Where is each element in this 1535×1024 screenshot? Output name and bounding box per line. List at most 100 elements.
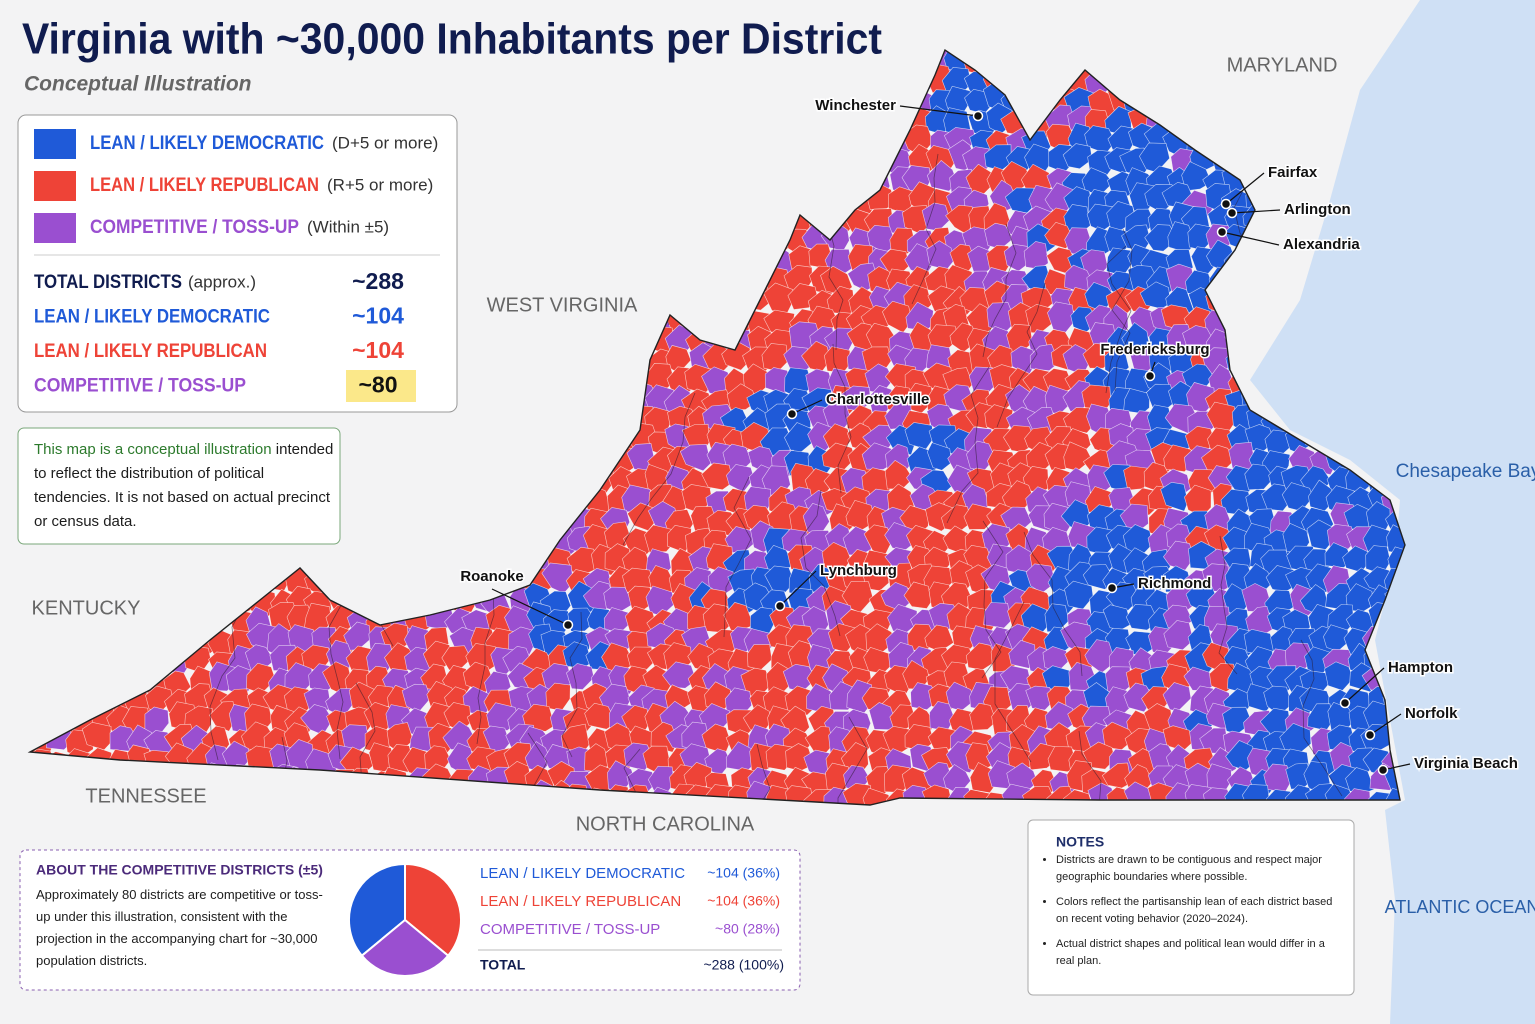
legend-label: LEAN / LIKELY DEMOCRATIC [90, 133, 324, 154]
district-cell [666, 102, 695, 131]
city-dot [1106, 582, 1118, 594]
district-cell [702, 305, 736, 332]
district-cell [145, 582, 176, 612]
district-cell [44, 788, 77, 805]
notes-list: Districts are drawn to be contiguous and… [1040, 852, 1346, 978]
district-cell [1129, 50, 1161, 57]
district-cell [168, 586, 201, 618]
district-cell [324, 540, 355, 569]
district-cell [589, 403, 618, 435]
district-cell [403, 65, 436, 96]
district-cell [862, 122, 892, 152]
district-cell [1145, 50, 1176, 54]
total-label: LEAN / LIKELY REPUBLICAN [34, 341, 267, 362]
district-cell [1024, 24, 1053, 49]
district-cell [547, 102, 575, 133]
district-cell [426, 524, 455, 556]
district-cell [747, 108, 777, 137]
district-cell [587, 384, 614, 417]
district-cell [784, 105, 815, 133]
district-cell [1225, 90, 1254, 117]
district-cell [726, 59, 759, 90]
city-dot [1216, 226, 1228, 238]
district-cell [849, 127, 877, 157]
district-cell [505, 505, 537, 537]
county-line [659, 171, 680, 326]
district-cell [388, 563, 417, 593]
legend-label: COMPETITIVE / TOSS-UP [90, 217, 299, 238]
district-cell [683, 126, 713, 155]
district-cell [1247, 309, 1278, 336]
district-cell [91, 643, 121, 672]
district-cell [1026, 50, 1057, 73]
district-cell [243, 788, 275, 805]
district-cell [284, 64, 315, 97]
district-cell [1002, 50, 1034, 56]
district-cell [461, 124, 495, 151]
total-note: (approx.) [188, 272, 256, 291]
district-cell [487, 386, 515, 418]
district-cell [30, 671, 54, 698]
district-cell [1006, 50, 1035, 71]
district-cell [247, 62, 279, 92]
district-cell [1221, 102, 1253, 134]
legend-swatch [34, 171, 76, 201]
district-cell [903, 581, 932, 609]
city-dot [1339, 697, 1351, 709]
district-cell [1248, 50, 1281, 52]
district-cell [1045, 50, 1077, 74]
district-cell [389, 785, 421, 805]
district-cell [585, 148, 618, 176]
district-cell [505, 466, 538, 492]
district-cell [448, 65, 476, 98]
district-cell [367, 443, 393, 474]
district-cell [630, 247, 656, 278]
district-cell [268, 547, 300, 574]
district-cell [745, 124, 778, 151]
district-cell [347, 504, 375, 536]
district-cell [408, 467, 435, 495]
district-cell [721, 283, 751, 314]
district-cell [181, 604, 214, 636]
district-cell [544, 206, 573, 236]
district-cell [1224, 326, 1254, 356]
district-cell [529, 419, 559, 451]
district-cell [708, 265, 737, 295]
district-cell [30, 688, 55, 717]
district-cell [422, 470, 453, 496]
city-dot [786, 408, 798, 420]
district-cell [504, 84, 532, 112]
district-cell [662, 266, 692, 299]
district-cell [783, 124, 813, 153]
district-cell [1204, 85, 1230, 113]
district-cell [527, 401, 556, 433]
district-cell [791, 161, 821, 194]
district-cell [548, 479, 580, 514]
district-cell [528, 181, 558, 213]
city-label: Lynchburg [820, 562, 897, 579]
district-cell [488, 245, 514, 273]
district-cell [43, 565, 74, 594]
district-cell [1142, 50, 1176, 73]
pie-legend-label: LEAN / LIKELY DEMOCRATIC [480, 865, 685, 882]
city-dot [1226, 207, 1238, 219]
district-cell [365, 427, 396, 456]
district-cell [780, 147, 812, 178]
district-cell [564, 446, 594, 476]
district-cell [124, 667, 152, 699]
district-cell [642, 206, 675, 239]
district-cell [1286, 50, 1316, 59]
district-cell [367, 563, 397, 591]
legend-note: (R+5 or more) [327, 175, 433, 194]
district-cell [522, 244, 555, 275]
district-cell [544, 189, 575, 217]
city-label: Fredericksburg [1100, 341, 1209, 358]
district-cell [506, 406, 539, 439]
water-label: Chesapeake Bay [1396, 461, 1535, 482]
legend-note: (Within ±5) [307, 217, 389, 236]
district-cell [321, 566, 352, 591]
district-cell [523, 521, 555, 554]
district-cell [307, 787, 335, 805]
district-cell [466, 165, 494, 197]
